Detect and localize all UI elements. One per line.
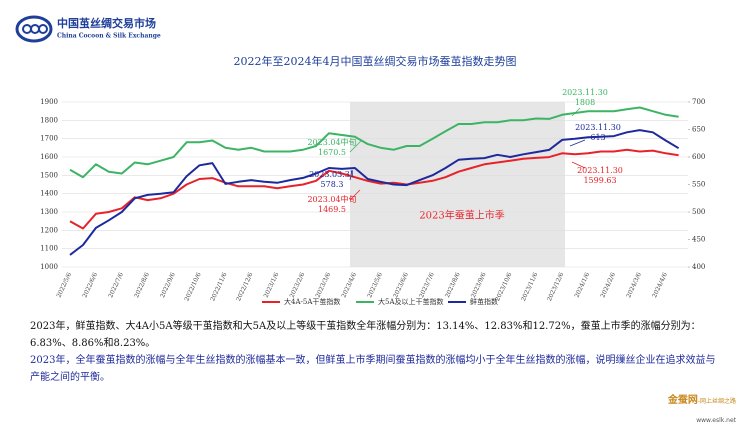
x-tick-label: 2023/9/6 xyxy=(470,271,488,299)
y-tick-label: 1800 xyxy=(40,116,58,124)
series-line xyxy=(69,106,679,179)
watermark-slogan: -网上丝绸之路 xyxy=(697,398,736,405)
note: 2023年，全年蚕茧指数的涨幅与全年生丝指数的涨幅基本一致，但鲜茧上市季期间蚕茧… xyxy=(30,355,716,383)
y2-tick-label: 650 xyxy=(692,126,705,134)
x-tick-label: 2023/7/6 xyxy=(418,271,436,299)
annotation-value: 578.3 xyxy=(321,180,344,189)
annotation-label: 2023.04中旬 xyxy=(307,194,356,204)
annotation-value: 1599.63 xyxy=(583,176,616,185)
x-tick-label: 2022/8/6 xyxy=(133,271,151,299)
series-line xyxy=(69,148,679,230)
y-tick-label: 1000 xyxy=(40,263,58,271)
x-tick-label: 2022/6/6 xyxy=(81,271,99,299)
annotation-value: 1670.5 xyxy=(318,148,346,157)
legend-label: 鲜茧指数 xyxy=(470,297,498,306)
annotation-arrows xyxy=(349,107,586,201)
y2-tick-label: 450 xyxy=(692,236,705,244)
watermark-name: 金蚕网 xyxy=(667,395,698,406)
annotation-value: 1808 xyxy=(575,98,595,107)
y2-tick-label: 600 xyxy=(692,153,705,161)
y-tick-label: 1400 xyxy=(40,190,58,198)
y-tick-label: 1700 xyxy=(40,135,58,143)
x-tick-label: 2023/4/6 xyxy=(340,271,358,299)
x-tick-label: 2024/2/6 xyxy=(599,271,617,299)
x-tick-label: 2022/11/6 xyxy=(209,271,228,302)
legend-label: 大4A-5A干茧指数 xyxy=(284,297,340,306)
y-tick-label: 1600 xyxy=(40,153,58,161)
x-tick-label: 2024/1/6 xyxy=(573,271,591,299)
y-tick-label: 1100 xyxy=(40,245,58,253)
annotation-label: 2023.11.30 xyxy=(562,88,608,97)
logo-en: China Cocoon & Silk Exchange xyxy=(57,33,161,40)
series-line xyxy=(69,129,680,256)
x-tick-label: 2022/12/6 xyxy=(235,271,254,302)
watermark: 金蚕网-网上丝绸之路 www.eslk.net xyxy=(668,388,736,426)
x-tick-label: 2023/2/6 xyxy=(289,271,307,299)
annotation-value: 613 xyxy=(590,133,605,142)
y-tick-label: 1900 xyxy=(40,98,58,106)
y-tick-label: 1500 xyxy=(40,171,58,179)
legend-label: 大5A及以上干茧指数 xyxy=(378,297,444,306)
note: 2023年，鲜茧指数、大4A小5A等级干茧指数和大5A及以上等级干茧指数全年涨幅… xyxy=(30,321,701,349)
annotation-label: 2023.04中旬 xyxy=(307,137,356,147)
season-shade xyxy=(350,102,565,267)
y2-tick-label: 400 xyxy=(692,263,705,271)
x-tick-label: 2023/6/6 xyxy=(392,271,410,299)
annotation-label: 2023.11.30 xyxy=(577,166,623,175)
annotation-value: 1469.5 xyxy=(318,205,346,214)
season-label: 2023年蚕茧上市季 xyxy=(419,209,504,222)
y-tick-label: 1200 xyxy=(40,226,58,234)
x-tick-label: 2022/10/6 xyxy=(183,271,202,302)
x-tick-label: 2023/12/6 xyxy=(546,271,565,302)
x-tick-label: 2022/5/6 xyxy=(55,271,73,299)
x-tick-label: 2024/4/6 xyxy=(651,271,669,299)
chart-title: 2022年至2024年4月中国茧丝绸交易市场蚕茧指数走势图 xyxy=(234,54,517,68)
y2-tick-label: 500 xyxy=(692,208,705,216)
y-tick-label: 1300 xyxy=(40,208,58,216)
x-tick-label: 2022/9/6 xyxy=(159,271,177,299)
annotation-label: 2023.11.30 xyxy=(575,123,621,132)
logo-cn: 中国茧丝绸交易市场 xyxy=(57,16,156,30)
x-tick-label: 2022/7/6 xyxy=(107,271,125,299)
x-tick-label: 2023/8/6 xyxy=(444,271,462,299)
x-tick-label: 2023/11/6 xyxy=(520,271,539,302)
x-tick-label: 2024/3/6 xyxy=(625,271,643,299)
x-tick-label: 2023/5/6 xyxy=(366,271,384,299)
annotation-label: 2023.03.31 xyxy=(309,170,355,179)
y2-tick-label: 700 xyxy=(692,98,705,106)
x-tick-label: 2023/1/6 xyxy=(263,271,281,299)
logo xyxy=(15,15,53,43)
x-tick-label: 2023/3/6 xyxy=(314,271,332,299)
y2-tick-label: 550 xyxy=(692,181,705,189)
